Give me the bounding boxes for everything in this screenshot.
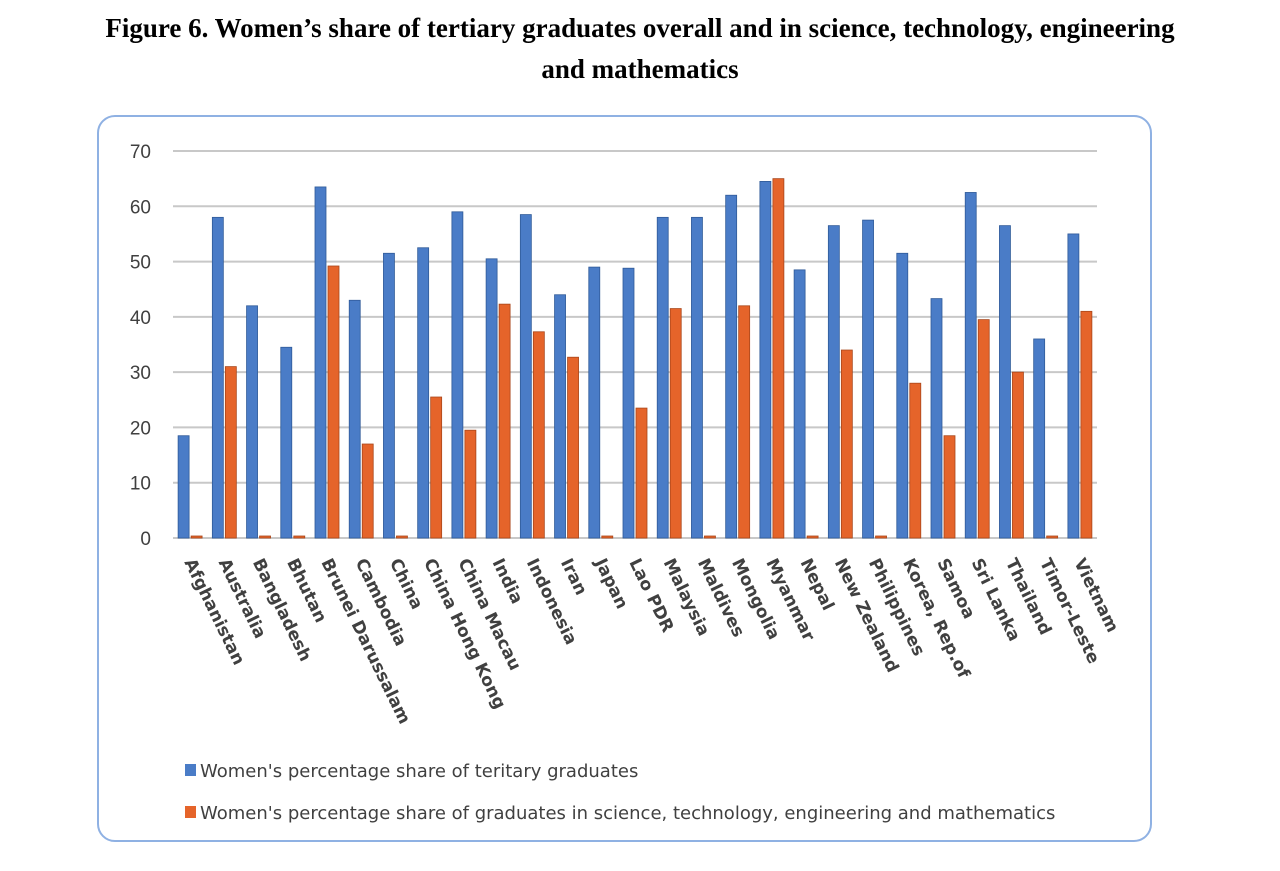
- bar-tertiary-graduates: [930, 298, 943, 539]
- bar-tertiary-graduates: [519, 214, 532, 539]
- y-axis-ticks: 0 10 20 30 40 50 60 70: [130, 142, 151, 550]
- bar-tertiary-graduates: [622, 267, 635, 539]
- bar-stem-graduates: [498, 303, 511, 539]
- bar-stem-graduates: [464, 429, 477, 539]
- bar-tertiary-graduates: [383, 252, 395, 539]
- y-tick-label: 20: [130, 418, 151, 439]
- gridlines: [173, 150, 1097, 539]
- legend-swatch-series-2: [185, 806, 196, 818]
- bar-tertiary-graduates: [896, 252, 909, 539]
- bar-tertiary-graduates: [177, 435, 190, 539]
- legend-label-series-2: Women's percentage share of graduates in…: [200, 803, 1055, 824]
- x-axis-labels: AfghanistanAustraliaBangladeshBhutanBrun…: [180, 555, 1123, 728]
- bar-tertiary-graduates: [417, 247, 430, 539]
- bar-stem-graduates: [772, 178, 785, 539]
- bar-stem-graduates: [224, 366, 237, 539]
- bar-stem-graduates: [875, 535, 887, 539]
- bar-tertiary-graduates: [1033, 338, 1046, 539]
- bar-stem-graduates: [909, 382, 922, 539]
- bar-stem-graduates: [361, 443, 374, 539]
- bar-stem-graduates: [1012, 371, 1024, 539]
- figure-title-line1: Figure 6. Women’s share of tertiary grad…: [105, 13, 1175, 43]
- bar-stem-graduates: [396, 535, 408, 539]
- bar-tertiary-graduates: [588, 266, 601, 539]
- bar-tertiary-graduates: [451, 211, 464, 539]
- bar-stem-graduates: [806, 535, 819, 539]
- bar-tertiary-graduates: [1067, 233, 1080, 539]
- y-tick-label: 70: [130, 142, 151, 163]
- bar-tertiary-graduates: [280, 346, 293, 539]
- bar-tertiary-graduates: [211, 216, 224, 539]
- bar-tertiary-graduates: [314, 186, 327, 539]
- bar-stem-graduates: [738, 305, 751, 539]
- y-tick-label: 60: [130, 197, 151, 218]
- bar-tertiary-graduates: [999, 225, 1011, 539]
- bar-stem-graduates: [567, 356, 579, 539]
- bar-stem-graduates: [601, 535, 614, 539]
- y-tick-label: 40: [130, 308, 151, 329]
- figure-title: Figure 6. Women’s share of tertiary grad…: [0, 8, 1280, 90]
- bar-tertiary-graduates: [348, 299, 361, 539]
- bar-tertiary-graduates: [964, 192, 977, 539]
- y-tick-label: 10: [130, 474, 151, 495]
- x-category-label: Iran: [556, 555, 591, 598]
- y-tick-label: 50: [130, 253, 151, 274]
- bar-stem-graduates: [635, 407, 648, 539]
- bar-stem-graduates: [943, 435, 956, 539]
- bar-tertiary-graduates: [725, 194, 738, 539]
- bars: [177, 178, 1093, 539]
- legend-swatch-series-1: [185, 764, 196, 776]
- bar-tertiary-graduates: [862, 219, 874, 539]
- figure-title-line2: and mathematics: [541, 54, 739, 84]
- bar-tertiary-graduates: [554, 294, 566, 539]
- bar-stem-graduates: [327, 265, 340, 539]
- bar-stem-graduates: [1080, 310, 1093, 539]
- bar-tertiary-graduates: [485, 258, 498, 539]
- bar-stem-graduates: [259, 535, 271, 539]
- y-tick-label: 0: [140, 529, 151, 550]
- bar-stem-graduates: [840, 349, 853, 539]
- bar-tertiary-graduates: [827, 225, 840, 539]
- bar-stem-graduates: [430, 396, 443, 539]
- legend-label-series-1: Women's percentage share of teritary gra…: [200, 761, 638, 782]
- bar-stem-graduates: [704, 535, 716, 539]
- bar-tertiary-graduates: [691, 216, 703, 539]
- y-tick-label: 30: [130, 363, 151, 384]
- bar-tertiary-graduates: [793, 269, 806, 539]
- bar-tertiary-graduates: [246, 305, 258, 539]
- bar-stem-graduates: [669, 308, 682, 539]
- legend: Women's percentage share of teritary gra…: [185, 761, 1055, 824]
- bar-stem-graduates: [532, 331, 545, 539]
- bar-stem-graduates: [190, 535, 203, 539]
- bar-stem-graduates: [1046, 535, 1059, 539]
- bar-stem-graduates: [293, 535, 306, 539]
- bar-tertiary-graduates: [656, 216, 669, 539]
- bar-tertiary-graduates: [759, 181, 772, 539]
- bar-stem-graduates: [977, 319, 990, 539]
